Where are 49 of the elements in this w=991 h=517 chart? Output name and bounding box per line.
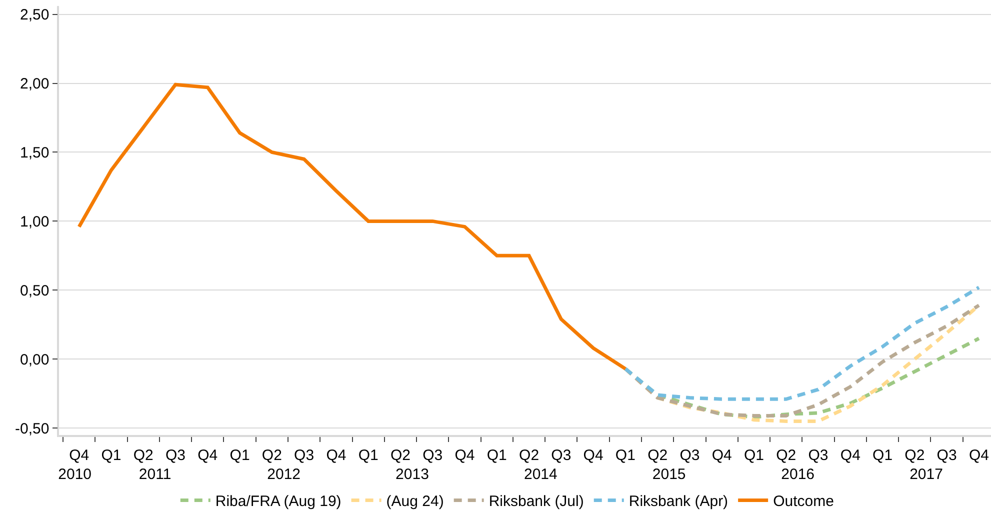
x-tick-label: Q3 [422, 446, 443, 464]
x-tick-label: Q3 [936, 446, 957, 464]
x-tick-label: Q2 [519, 446, 540, 464]
x-tick-label: Q1 [744, 446, 764, 464]
x-tick-label: Q1 [486, 446, 507, 464]
x2-tick-label: 2012 [267, 466, 301, 483]
legend-label: (Aug 24) [386, 493, 444, 510]
x-tick-label: Q4 [454, 446, 475, 464]
x-tick-label: Q2 [262, 446, 282, 464]
x-tick-label: Q3 [808, 446, 828, 464]
x-tick-label: Q4 [840, 446, 860, 464]
legend-label: Riba/FRA (Aug 19) [215, 493, 342, 510]
y-tick-label: 1,50 [20, 144, 50, 162]
x-tick-label: Q3 [551, 446, 572, 464]
x-tick-label: Q4 [326, 446, 346, 464]
x-tick-label: Q1 [230, 446, 250, 464]
legend-label: Outcome [773, 493, 834, 510]
y-tick-label: 0,50 [20, 282, 50, 300]
x2-tick-label: 2013 [396, 466, 429, 483]
y-tick-label: 2,00 [20, 76, 50, 92]
x-tick-label: Q1 [615, 446, 636, 464]
x-tick-label: Q1 [872, 446, 893, 464]
x-tick-label: Q2 [776, 446, 796, 464]
legend-label: Riksbank (Jul) [488, 493, 584, 510]
x-tick-label: Q3 [165, 446, 186, 464]
x2-tick-label: 2011 [138, 466, 172, 483]
x-tick-label: Q4 [583, 446, 604, 464]
x2-tick-label: 2017 [910, 466, 943, 483]
x-tick-label: Q2 [648, 446, 668, 464]
x-tick-label: Q4 [69, 446, 90, 464]
y-tick-label: 0,00 [20, 351, 50, 368]
x2-tick-label: 2015 [652, 466, 686, 483]
x-tick-label: Q2 [390, 446, 410, 464]
y-tick-label: 1,00 [20, 213, 50, 230]
x2-tick-label: 2010 [58, 466, 92, 483]
x-tick-label: Q2 [904, 446, 925, 464]
x-tick-label: Q3 [680, 446, 700, 464]
x-tick-label: Q4 [712, 446, 732, 464]
y-tick-label: 2,50 [20, 6, 50, 24]
y-tick-label: -0,50 [15, 420, 50, 438]
x2-tick-label: 2014 [524, 466, 558, 483]
x-tick-label: Q1 [101, 446, 122, 464]
legend-label: Riksbank (Apr) [628, 493, 728, 510]
x-tick-label: Q1 [358, 446, 378, 464]
x2-tick-label: 2016 [781, 466, 815, 483]
x-tick-label: Q2 [133, 446, 154, 464]
x-tick-label: Q4 [968, 446, 989, 464]
x-tick-label: Q3 [294, 446, 314, 464]
x-tick-label: Q4 [198, 446, 218, 464]
